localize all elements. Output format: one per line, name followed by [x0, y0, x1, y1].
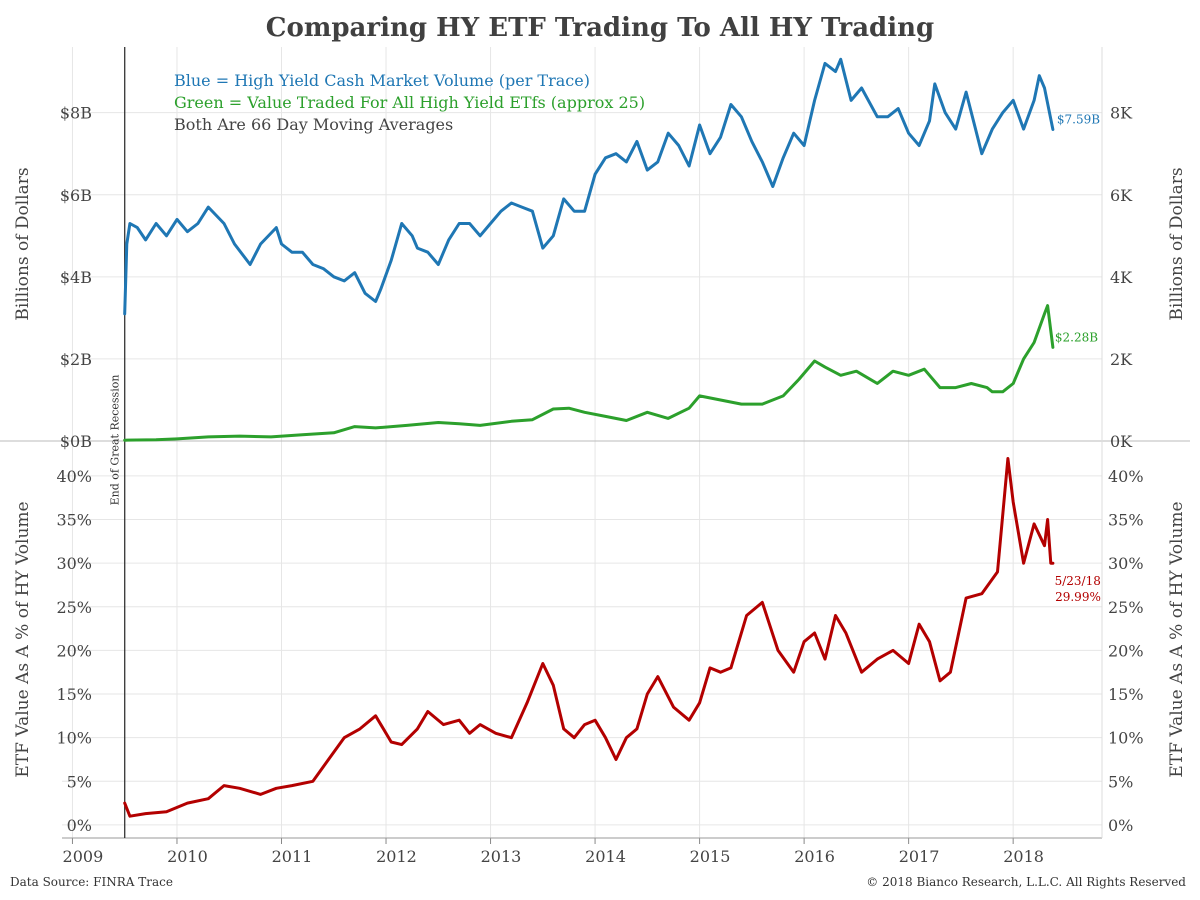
x-tick-label: 2009 — [63, 847, 104, 866]
bottom-right-y-tick: 40% — [1108, 467, 1144, 486]
etf-share-line — [123, 457, 1055, 818]
chart-title: Comparing HY ETF Trading To All HY Tradi… — [266, 13, 934, 43]
axes-layer — [0, 47, 1190, 844]
x-tick-label: 2011 — [272, 847, 313, 866]
copyright-note: © 2018 Bianco Research, L.L.C. All Right… — [866, 875, 1186, 889]
legend-entry: Both Are 66 Day Moving Averages — [174, 115, 453, 134]
x-tick-label: 2018 — [1003, 847, 1044, 866]
bottom-left-y-tick: 10% — [56, 729, 92, 748]
x-tick-label: 2017 — [899, 847, 940, 866]
x-tick-label: 2015 — [690, 847, 731, 866]
bottom-right-y-tick: 5% — [1108, 772, 1133, 791]
top-left-y-tick: $4B — [60, 268, 92, 287]
x-tick-label: 2012 — [376, 847, 417, 866]
bottom-left-y-tick: 40% — [56, 467, 92, 486]
x-tick-label: 2016 — [794, 847, 835, 866]
bottom-right-y-tick: 10% — [1108, 729, 1144, 748]
bottom-right-y-axis-label: ETF Value As A % of HY Volume — [1167, 501, 1187, 777]
data-source-note: Data Source: FINRA Trace — [10, 875, 173, 889]
top-left-y-tick: $6B — [60, 186, 92, 205]
top-right-y-tick: 0K — [1110, 432, 1133, 451]
bottom-left-y-tick: 15% — [56, 685, 92, 704]
x-tick-label: 2013 — [481, 847, 522, 866]
bottom-right-y-tick: 20% — [1108, 641, 1144, 660]
top-left-y-tick: $2B — [60, 350, 92, 369]
top-right-y-tick: 6K — [1110, 186, 1133, 205]
series-layer — [123, 57, 1055, 818]
top-left-y-tick: $8B — [60, 104, 92, 123]
bottom-left-y-tick: 25% — [56, 598, 92, 617]
top-right-y-axis-label: Billions of Dollars — [1167, 167, 1187, 320]
top-right-y-tick: 8K — [1110, 104, 1133, 123]
bottom-left-y-tick: 5% — [67, 772, 92, 791]
bottom-right-y-tick: 30% — [1108, 554, 1144, 573]
hy-etf-value-line — [123, 304, 1055, 442]
bottom-right-y-tick: 35% — [1108, 511, 1144, 530]
bottom-right-y-tick: 0% — [1108, 816, 1133, 835]
x-tick-label: 2010 — [167, 847, 208, 866]
hy-cash-volume-line — [123, 57, 1055, 316]
top-left-y-axis-label: Billions of Dollars — [13, 167, 33, 320]
bottom-left-y-tick: 30% — [56, 554, 92, 573]
grid-layer — [62, 47, 1102, 838]
red-end-value-label: 29.99% — [1055, 590, 1101, 604]
top-right-y-tick: 2K — [1110, 350, 1133, 369]
label-layer: 2009 2010 2011 2012 2013 2014 2015 2016 2017 2018… — [13, 71, 1187, 866]
bottom-right-y-tick: 25% — [1108, 598, 1144, 617]
legend-entry: Green = Value Traded For All High Yield … — [174, 93, 645, 112]
bottom-left-y-axis-label: ETF Value As A % of HY Volume — [13, 501, 33, 777]
bottom-left-y-tick: 35% — [56, 511, 92, 530]
bottom-right-y-tick: 15% — [1108, 685, 1144, 704]
bottom-left-y-tick: 0% — [67, 816, 92, 835]
red-end-date-label: 5/23/18 — [1055, 574, 1101, 588]
green-end-label: $2.28B — [1055, 330, 1098, 344]
x-tick-label: 2014 — [585, 847, 626, 866]
blue-end-label: $7.59B — [1057, 112, 1100, 126]
legend-entry: Blue = High Yield Cash Market Volume (pe… — [174, 71, 590, 90]
recession-marker-label: End of Great Recession — [109, 375, 122, 506]
top-left-y-tick: $0B — [60, 432, 92, 451]
top-right-y-tick: 4K — [1110, 268, 1133, 287]
bottom-left-y-tick: 20% — [56, 641, 92, 660]
